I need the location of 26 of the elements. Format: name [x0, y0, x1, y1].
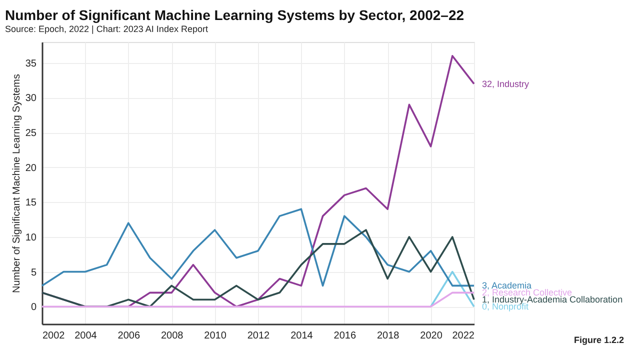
line-series: [41, 229, 475, 308]
y-axis-title: Number of Significant Machine Learning Systems: [11, 74, 22, 293]
text: 32, Industry: [482, 78, 530, 89]
y-tick-label: 10: [25, 232, 37, 244]
x-tick-label: 2010: [204, 330, 227, 342]
x-tick-label: 2018: [376, 330, 400, 342]
x-tick-label: 2006: [118, 330, 140, 342]
chart-title: Number of Significant Machine Learning Systems by Sector, 2002–22: [5, 7, 464, 23]
caption: Figure 1.2.2: [574, 335, 624, 345]
x-tick-label: 2008: [160, 330, 184, 342]
y-tick-label: 25: [25, 128, 37, 140]
line-series: [41, 208, 475, 287]
chart-subtitle: Source: Epoch, 2022 | Chart: 2023 AI Index Report: [5, 24, 208, 34]
y-tick-label: 5: [30, 267, 37, 278]
x-tick-label: 2004: [74, 330, 98, 342]
x-tick-label: 2012: [247, 330, 270, 342]
x-tick-label: 2002: [42, 330, 66, 342]
x-tick-label: 2016: [334, 330, 356, 342]
x-tick-label: 2022: [452, 330, 475, 342]
y-tick-label: 35: [25, 58, 37, 70]
y-tick-label: 20: [25, 162, 37, 174]
y-tick-label: 30: [25, 93, 37, 104]
y-tick-label: 15: [25, 198, 37, 209]
x-tick-label: 2020: [420, 330, 443, 342]
x-tick-label: 2014: [290, 330, 314, 342]
y-tick-label: 0: [30, 302, 37, 314]
